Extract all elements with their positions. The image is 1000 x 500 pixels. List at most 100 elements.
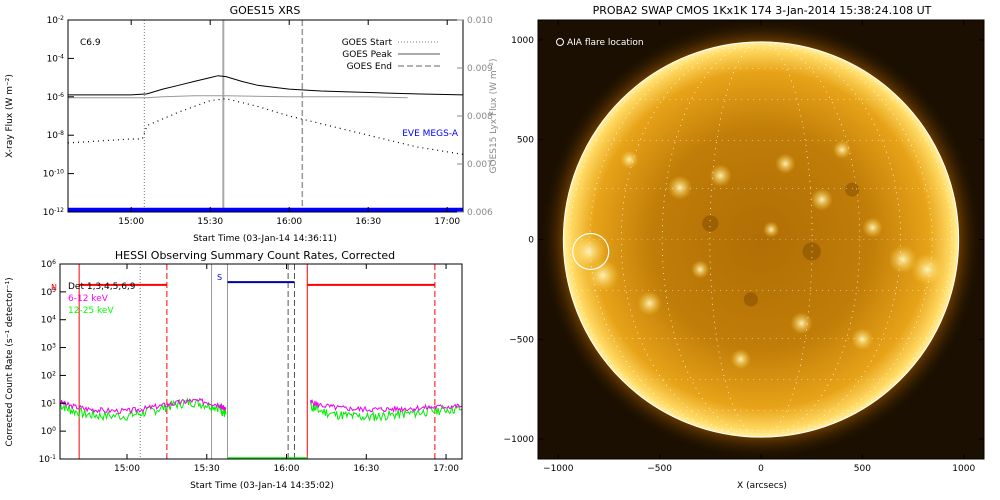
- active-region-glow: [775, 153, 796, 174]
- active-region-glow: [851, 328, 874, 351]
- dark-region: [743, 292, 758, 307]
- hessi-axes-frame: [59, 263, 463, 460]
- goes-title: GOES15 XRS: [230, 4, 301, 17]
- goes-xtick-label: 16:00: [276, 217, 302, 227]
- goes-y2tick-label: 0.007: [467, 160, 493, 170]
- grid-longitude-line: [620, 41, 902, 438]
- legend-circle-icon: [556, 38, 564, 46]
- swap-xtick-label: −500: [647, 464, 672, 474]
- hessi-xtick-label: 15:00: [114, 464, 140, 474]
- eve-label: EVE MEGS-A: [402, 129, 459, 139]
- swap-xtick-label: 500: [854, 464, 871, 474]
- hessi-xtick-label: 16:00: [274, 464, 300, 474]
- hessi-ytick-label: 104: [41, 314, 56, 326]
- grid-longitude-line: [589, 41, 933, 438]
- hessi-ylabel: Corrected Count Rate (s⁻¹ detector⁻¹): [5, 277, 15, 446]
- active-region-glow: [911, 253, 944, 286]
- swap-xlabel: X (arcsecs): [737, 481, 787, 491]
- swap-xtick-label: 1000: [952, 464, 975, 474]
- goes-xtick-label: 15:00: [118, 217, 144, 227]
- goes-y2tick-label: 0.008: [467, 112, 493, 122]
- goes-legend-label: GOES Start: [342, 38, 393, 48]
- dark-region: [702, 215, 719, 232]
- hessi-xtick-label: 17:00: [433, 464, 459, 474]
- hessi-6-12kev-line: [60, 397, 227, 414]
- goes-legend-label: GOES Peak: [342, 50, 392, 60]
- swap-xtick-label: −1000: [543, 464, 574, 474]
- goes-lyx-line: [68, 95, 408, 99]
- swap-ytick-label: 0: [528, 236, 534, 246]
- swap-axes: −1000 −500 0 500 1000 −1000 −500 0 500 1000: [504, 20, 984, 474]
- active-region-glow: [763, 221, 780, 238]
- goes-ytick-label: 10-12: [43, 207, 64, 219]
- goes-legend-label: GOES End: [347, 62, 392, 72]
- goes-ytick-label: 10-8: [47, 130, 65, 142]
- hessi-legend-12-25: 12-25 keV: [68, 306, 114, 316]
- swap-xtick-label: 0: [758, 464, 764, 474]
- active-region-glow: [586, 259, 620, 292]
- swap-title: PROBA2 SWAP CMOS 1Kx1K 174 3-Jan-2014 15…: [593, 4, 932, 17]
- swap-legend-label: AIA flare location: [567, 38, 644, 48]
- hessi-ytick-label: 102: [41, 370, 56, 382]
- goes-axes: 15:00 15:30 16:00 16:30 17:00 10-12 10-10 10-8 1…: [43, 15, 493, 228]
- sun-active-regions: [570, 140, 944, 370]
- active-region-glow: [620, 150, 639, 169]
- active-region-glow: [810, 188, 833, 211]
- active-region-glow: [862, 217, 883, 238]
- goes-legend: GOES Start GOES Peak GOES End: [342, 38, 440, 72]
- heliographic-grid: [563, 41, 959, 438]
- flare-location-marker: [572, 232, 610, 271]
- hessi-ytick-label: 10-1: [39, 454, 57, 466]
- solar-limb: [562, 41, 960, 438]
- dark-region: [845, 182, 860, 197]
- goes-ytick-label: 10-4: [47, 53, 65, 65]
- swap-ytick-label: 500: [517, 136, 534, 146]
- goes-y2tick-label: 0.006: [467, 208, 493, 218]
- hessi-ytick-label: 105: [41, 286, 56, 298]
- goes-xlabel: Start Time (03-Jan-14 14:36:11): [193, 234, 337, 244]
- active-region-glow: [888, 245, 918, 274]
- swap-ytick-label: −500: [509, 335, 534, 345]
- goes-xtick-label: 15:30: [197, 217, 223, 227]
- goes-ytick-label: 10-6: [47, 91, 65, 103]
- goes-xtick-label: 16:30: [355, 217, 381, 227]
- hessi-flag-s: S: [217, 273, 222, 282]
- goes-y2tick-label: 0.009: [467, 64, 493, 74]
- goes-class-label: C6.9: [80, 38, 101, 48]
- goes-y2tick-label: 0.010: [467, 16, 493, 26]
- goes-y2label: GOES15 Lyx Flux (W m⁻²): [489, 59, 499, 174]
- goes-ytick-label: 10-10: [43, 168, 64, 180]
- hessi-plot-area: [60, 264, 462, 459]
- hessi-6-12kev-line: [310, 399, 462, 413]
- hessi-panel: HESSI Observing Summary Count Rates, Cor…: [5, 249, 463, 491]
- hessi-ytick-label: 100: [41, 426, 56, 438]
- active-region-glow: [790, 312, 813, 335]
- swap-ytick-label: −1000: [504, 435, 535, 445]
- active-region-glow: [832, 140, 852, 159]
- hessi-title: HESSI Observing Summary Count Rates, Cor…: [115, 249, 395, 262]
- goes-xrs-panel: GOES15 XRS C6.9 15:00 15:30 16:00 16:30 17:0…: [5, 4, 499, 244]
- goes-long-channel-line: [68, 75, 463, 96]
- goes-short-channel-line: [68, 98, 463, 155]
- hessi-axes: 15:00 15:30 16:00 16:30 17:00 10-1 100 101 102 10…: [39, 259, 460, 475]
- dark-region: [802, 242, 821, 261]
- swap-ytick-label: 1000: [511, 36, 534, 46]
- goes-xtick-label: 17:00: [434, 217, 460, 227]
- hessi-xtick-label: 16:30: [353, 464, 379, 474]
- grid-longitude-line: [709, 41, 813, 438]
- hessi-xtick-label: 15:30: [194, 464, 220, 474]
- hessi-legend-det: Det 1,3,4,5,6,9: [68, 282, 136, 292]
- swap-panel: PROBA2 SWAP CMOS 1Kx1K 174 3-Jan-2014 15…: [504, 4, 985, 491]
- goes-axes-frame: [67, 19, 464, 213]
- hessi-legend-6-12: 6-12 keV: [68, 294, 109, 304]
- active-region-glow: [709, 164, 732, 187]
- goes-ylabel: X-ray Flux (W m⁻²): [5, 74, 15, 158]
- hessi-ytick-label: 106: [41, 259, 56, 271]
- goes-plot-area: [68, 20, 463, 212]
- hessi-xlabel: Start Time (03-Jan-14 14:35:02): [190, 481, 334, 491]
- goes-ytick-label: 10-2: [47, 15, 65, 27]
- active-region-glow: [667, 175, 693, 200]
- hessi-flag-n: N: [51, 283, 57, 292]
- hessi-ytick-label: 103: [41, 342, 56, 354]
